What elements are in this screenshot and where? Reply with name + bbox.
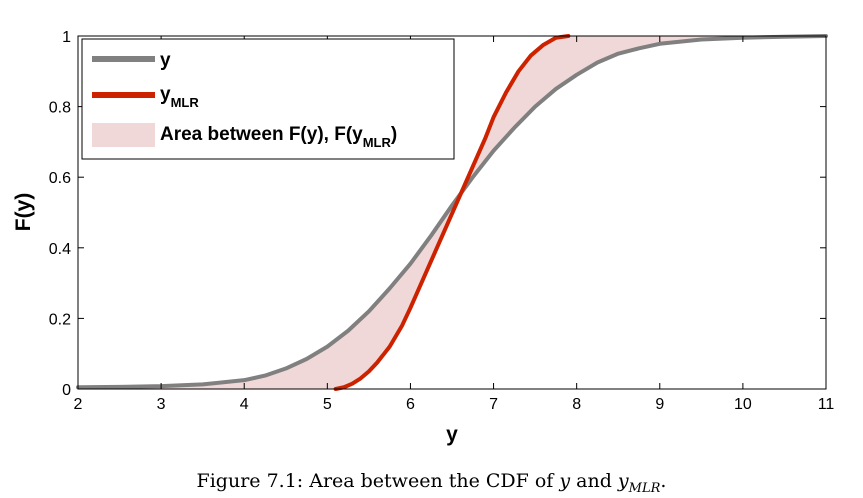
x-tick-label: 10: [734, 396, 752, 413]
plot-frame: [77, 35, 827, 390]
x-tick-label: 6: [406, 396, 415, 413]
legend-label-y: y: [160, 50, 171, 71]
legend-swatch-area: [92, 123, 155, 147]
x-tick-label: 11: [818, 396, 835, 413]
ticks-layer: 2 3 4 5 6 7 8 9 10 11 0 0.2 0.4 0.6 0.8 1: [49, 29, 835, 413]
x-tick-label: 9: [655, 396, 664, 413]
figure-caption: Figure 7.1: Area between the CDF of y an…: [196, 470, 667, 496]
x-tick-label: 7: [489, 396, 498, 413]
y-tick-label: 0.6: [49, 170, 71, 187]
y-tick-label: 0: [62, 382, 71, 399]
y-tick-label: 0.4: [49, 241, 71, 258]
series-layer: [76, 34, 828, 391]
x-tick-label: 5: [323, 396, 332, 413]
x-axis-label: y: [446, 423, 458, 446]
legend-label-ymlr: yMLR: [160, 84, 199, 110]
y-tick-label: 0.2: [49, 311, 71, 328]
cdf-chart: 2 3 4 5 6 7 8 9 10 11 0 0.2 0.4 0.6 0.8 1 y F(y) y yMLR…: [12, 29, 835, 446]
y-axis-label: F(y): [12, 193, 35, 232]
x-tick-label: 8: [572, 396, 581, 413]
x-tick-label: 2: [74, 396, 83, 413]
legend: y yMLR Area between F(y), F(yMLR): [81, 38, 455, 160]
x-tick-label: 3: [157, 396, 166, 413]
series-line-ymlr: [333, 34, 571, 391]
x-tick-label: 4: [240, 396, 249, 413]
series-line-y: [76, 34, 828, 390]
y-tick-label: 1: [62, 29, 71, 46]
legend-label-area: Area between F(y), F(yMLR): [160, 124, 397, 150]
y-tick-label: 0.8: [49, 100, 71, 117]
